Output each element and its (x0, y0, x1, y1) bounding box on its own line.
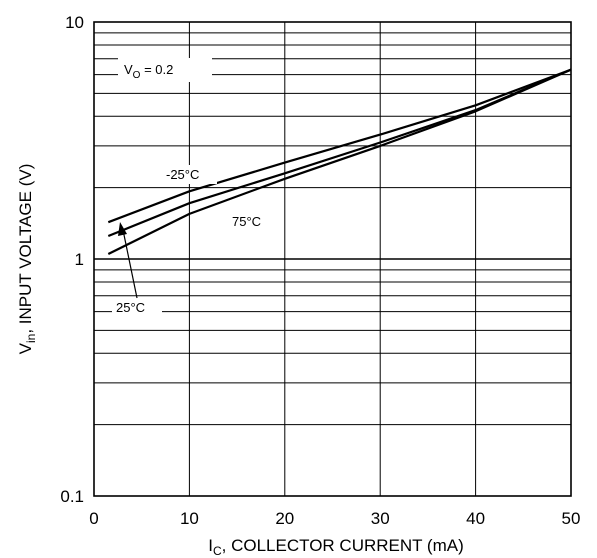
x-tick-label: 20 (275, 509, 294, 528)
y-tick-label: 1 (75, 250, 84, 269)
label-25: 25°C (116, 300, 145, 315)
series-layer (107, 68, 572, 255)
label-25-bg (112, 298, 162, 317)
vo-label-bg (118, 58, 212, 82)
label-25-arrow (118, 222, 138, 299)
label-75: 75°C (232, 214, 261, 229)
grid (94, 22, 571, 496)
series-line (107, 68, 572, 224)
label-75-bg (228, 212, 270, 231)
tick-labels: 0 10 20 30 40 50 0.1 1 10 (60, 13, 580, 528)
y-axis-title: Vin, INPUT VOLTAGE (V) (16, 164, 38, 355)
label-minus25: -25°C (166, 167, 199, 182)
vo-label: VO = 0.2 (124, 62, 173, 81)
x-tick-label: 50 (562, 509, 581, 528)
x-tick-label: 0 (89, 509, 98, 528)
label-minus25-bg (155, 165, 217, 184)
series-line (107, 68, 572, 255)
x-tick-label: 10 (180, 509, 199, 528)
y-tick-label: 0.1 (60, 487, 84, 506)
x-axis-title: IC, COLLECTOR CURRENT (mA) (208, 536, 464, 558)
x-tick-label: 30 (371, 509, 390, 528)
x-tick-label: 40 (466, 509, 485, 528)
y-tick-label: 10 (65, 13, 84, 32)
plot-frame (93, 21, 572, 497)
